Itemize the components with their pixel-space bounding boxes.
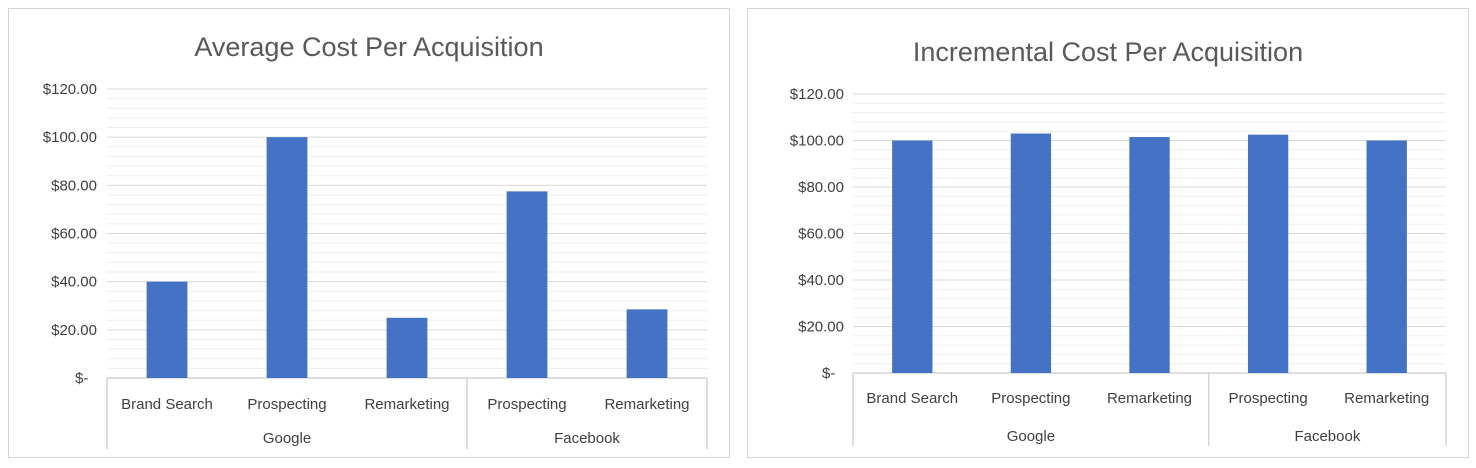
x-category-label: Brand Search xyxy=(121,396,213,413)
y-tick-label: $- xyxy=(822,365,835,382)
y-tick-label: $60.00 xyxy=(798,226,844,243)
group-label: Facebook xyxy=(1294,428,1360,445)
y-tick-label: $100.00 xyxy=(43,129,97,146)
chart-incremental-cpa: Incremental Cost Per Acquisition $- $20.00… xyxy=(747,8,1469,458)
x-category-label: Remarketing xyxy=(1344,390,1429,407)
y-tick-label: $- xyxy=(75,370,88,387)
y-tick-label: $40.00 xyxy=(798,272,844,289)
y-tick-label: $60.00 xyxy=(51,226,97,243)
bar-1 xyxy=(146,281,188,378)
y-tick-label: $100.00 xyxy=(790,133,844,150)
group-label: Google xyxy=(1007,428,1055,445)
chart-title: Average Cost Per Acquisition xyxy=(194,32,543,62)
x-category-label: Remarketing xyxy=(364,396,449,413)
chart-title: Incremental Cost Per Acquisition xyxy=(913,37,1303,67)
bar-2 xyxy=(1010,133,1052,373)
x-category-label: Prospecting xyxy=(487,396,566,413)
bar-5 xyxy=(626,309,668,378)
x-category-label: Prospecting xyxy=(991,390,1070,407)
group-label: Facebook xyxy=(554,430,620,447)
x-category-label: Remarketing xyxy=(604,396,689,413)
chart-average-cpa: Average Cost Per Acquisition $- $20.00 $40.… xyxy=(8,8,730,458)
chart-average-cpa-svg: Average Cost Per Acquisition $- $20.00 $40.… xyxy=(43,32,708,449)
y-tick-label: $120.00 xyxy=(43,81,97,98)
y-tick-label: $20.00 xyxy=(51,322,97,339)
chart-incremental-cpa-svg: Incremental Cost Per Acquisition $- $20.00… xyxy=(790,37,1447,446)
y-tick-label: $40.00 xyxy=(51,274,97,291)
y-tick-label: $80.00 xyxy=(51,177,97,194)
y-tick-label: $80.00 xyxy=(798,179,844,196)
x-category-label: Remarketing xyxy=(1107,390,1192,407)
x-category-label: Prospecting xyxy=(247,396,326,413)
bar-5 xyxy=(1366,140,1407,373)
bar-3 xyxy=(386,317,428,378)
y-tick-label: $20.00 xyxy=(798,319,844,336)
bar-1 xyxy=(892,140,933,373)
x-category-label: Brand Search xyxy=(866,390,958,407)
y-tick-label: $120.00 xyxy=(790,86,844,103)
group-label: Google xyxy=(263,430,311,447)
bar-4 xyxy=(506,191,548,378)
x-category-label: Prospecting xyxy=(1228,390,1307,407)
bar-3 xyxy=(1129,137,1170,373)
bar-4 xyxy=(1247,134,1289,373)
bar-2 xyxy=(266,137,308,378)
